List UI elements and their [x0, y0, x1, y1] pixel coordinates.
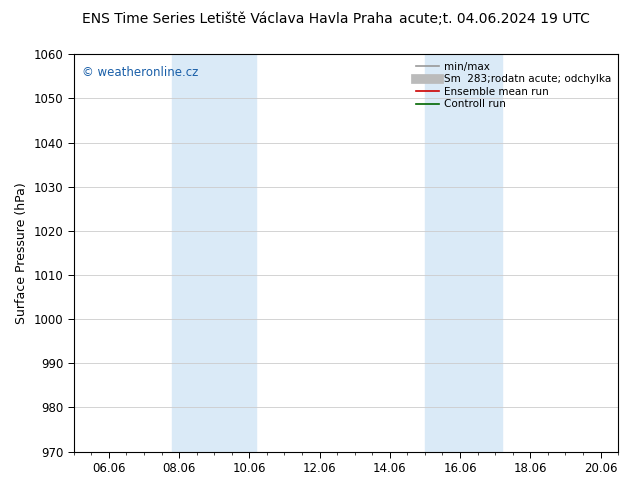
Legend: min/max, Sm  283;rodatn acute; odchylka, Ensemble mean run, Controll run: min/max, Sm 283;rodatn acute; odchylka, …	[415, 59, 613, 112]
Bar	[425, 54, 502, 452]
Text: ENS Time Series Letiště Václava Havla Praha: ENS Time Series Letiště Václava Havla Pr…	[82, 12, 393, 26]
Y-axis label: Surface Pressure (hPa): Surface Pressure (hPa)	[15, 182, 28, 324]
Text: acute;t. 04.06.2024 19 UTC: acute;t. 04.06.2024 19 UTC	[399, 12, 590, 26]
Text: © weatheronline.cz: © weatheronline.cz	[82, 66, 198, 79]
Bar	[172, 54, 256, 452]
